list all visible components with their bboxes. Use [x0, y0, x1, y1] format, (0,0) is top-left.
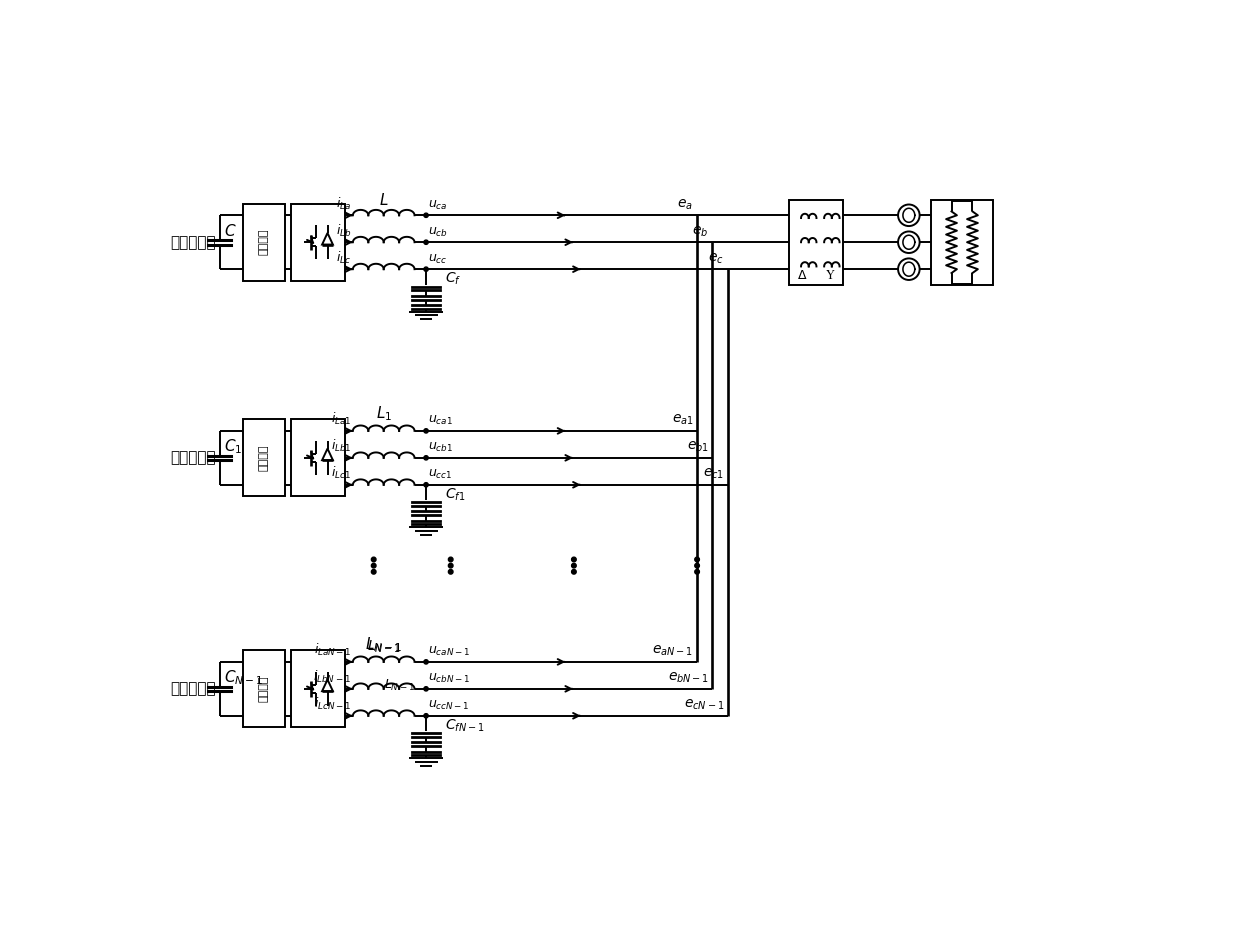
Text: $u_{cc1}$: $u_{cc1}$: [428, 468, 451, 481]
Text: $C_{N-1}$: $C_{N-1}$: [223, 668, 263, 687]
Text: $i_{La}$: $i_{La}$: [336, 196, 351, 212]
Text: $i_{Lc1}$: $i_{Lc1}$: [331, 465, 351, 481]
Bar: [243, 204, 285, 280]
Text: $e_{a1}$: $e_{a1}$: [672, 413, 693, 427]
Circle shape: [424, 456, 428, 460]
Circle shape: [449, 569, 453, 574]
Text: $e_{c1}$: $e_{c1}$: [703, 467, 724, 481]
Circle shape: [424, 241, 428, 244]
Circle shape: [424, 213, 428, 218]
Text: $L_1$: $L_1$: [376, 404, 392, 423]
Circle shape: [424, 687, 428, 691]
Text: $i_{Lc}$: $i_{Lc}$: [336, 250, 351, 266]
Circle shape: [372, 563, 376, 568]
Text: 主控逆变器: 主控逆变器: [170, 235, 216, 250]
Circle shape: [424, 483, 428, 487]
Text: $e_b$: $e_b$: [692, 224, 708, 239]
Text: $L_{N-1}$: $L_{N-1}$: [365, 635, 402, 654]
Text: $u_{cb1}$: $u_{cb1}$: [428, 441, 453, 455]
Circle shape: [694, 569, 699, 574]
Text: $u_{cc}$: $u_{cc}$: [428, 253, 448, 266]
Text: $\Delta$: $\Delta$: [797, 269, 807, 282]
Text: $L_{N-1}$: $L_{N-1}$: [383, 677, 414, 692]
Text: $i_{Lb}$: $i_{Lb}$: [336, 223, 351, 239]
Text: $L$: $L$: [379, 191, 388, 207]
Text: $i_{Lb1}$: $i_{Lb1}$: [331, 438, 351, 455]
Text: $u_{ca}$: $u_{ca}$: [428, 199, 448, 212]
Circle shape: [572, 563, 577, 568]
Text: $C_{fN-1}$: $C_{fN-1}$: [445, 717, 485, 734]
Text: Y: Y: [826, 271, 835, 282]
Bar: [291, 204, 345, 280]
Text: 从控逆变器: 从控逆变器: [170, 451, 216, 465]
Bar: [291, 651, 345, 727]
Text: $C_{f1}$: $C_{f1}$: [445, 486, 466, 503]
Text: $u_{cb}$: $u_{cb}$: [428, 225, 448, 239]
Circle shape: [372, 569, 376, 574]
Text: $i_{LcN-1}$: $i_{LcN-1}$: [314, 696, 351, 712]
Text: $e_{b1}$: $e_{b1}$: [687, 440, 708, 455]
Text: $L_{N-1}$: $L_{N-1}$: [367, 638, 401, 655]
Text: $e_{cN-1}$: $e_{cN-1}$: [683, 698, 724, 712]
Text: $e_c$: $e_c$: [708, 251, 724, 266]
Text: $C_f$: $C_f$: [445, 271, 461, 287]
Text: $C$: $C$: [223, 223, 236, 239]
Circle shape: [449, 563, 453, 568]
Circle shape: [424, 429, 428, 433]
Bar: [931, 200, 993, 285]
Text: $u_{ccN-1}$: $u_{ccN-1}$: [428, 699, 469, 712]
Bar: [243, 420, 285, 496]
Circle shape: [424, 267, 428, 272]
Text: $C_1$: $C_1$: [223, 437, 242, 456]
Circle shape: [572, 569, 577, 574]
Text: $i_{La1}$: $i_{La1}$: [331, 411, 351, 427]
Circle shape: [449, 557, 453, 562]
Text: 储能电池: 储能电池: [259, 675, 269, 702]
Circle shape: [694, 557, 699, 562]
Bar: [291, 420, 345, 496]
Circle shape: [424, 714, 428, 718]
Circle shape: [694, 563, 699, 568]
Text: 储能电池: 储能电池: [259, 229, 269, 256]
Text: $i_{LbN-1}$: $i_{LbN-1}$: [314, 670, 351, 686]
Bar: [790, 200, 843, 285]
Circle shape: [572, 557, 577, 562]
Text: $u_{caN-1}$: $u_{caN-1}$: [428, 645, 470, 658]
Bar: [243, 651, 285, 727]
Text: $u_{ca1}$: $u_{ca1}$: [428, 415, 453, 427]
Text: $u_{cbN-1}$: $u_{cbN-1}$: [428, 672, 470, 686]
Text: 储能电池: 储能电池: [259, 444, 269, 471]
Text: $e_a$: $e_a$: [677, 197, 693, 212]
Text: 从控逆变器: 从控逆变器: [170, 681, 216, 696]
Text: $i_{LaN-1}$: $i_{LaN-1}$: [314, 642, 351, 658]
Circle shape: [372, 557, 376, 562]
Circle shape: [424, 660, 428, 664]
Text: $e_{aN-1}$: $e_{aN-1}$: [652, 644, 693, 658]
Text: $e_{bN-1}$: $e_{bN-1}$: [667, 671, 708, 686]
